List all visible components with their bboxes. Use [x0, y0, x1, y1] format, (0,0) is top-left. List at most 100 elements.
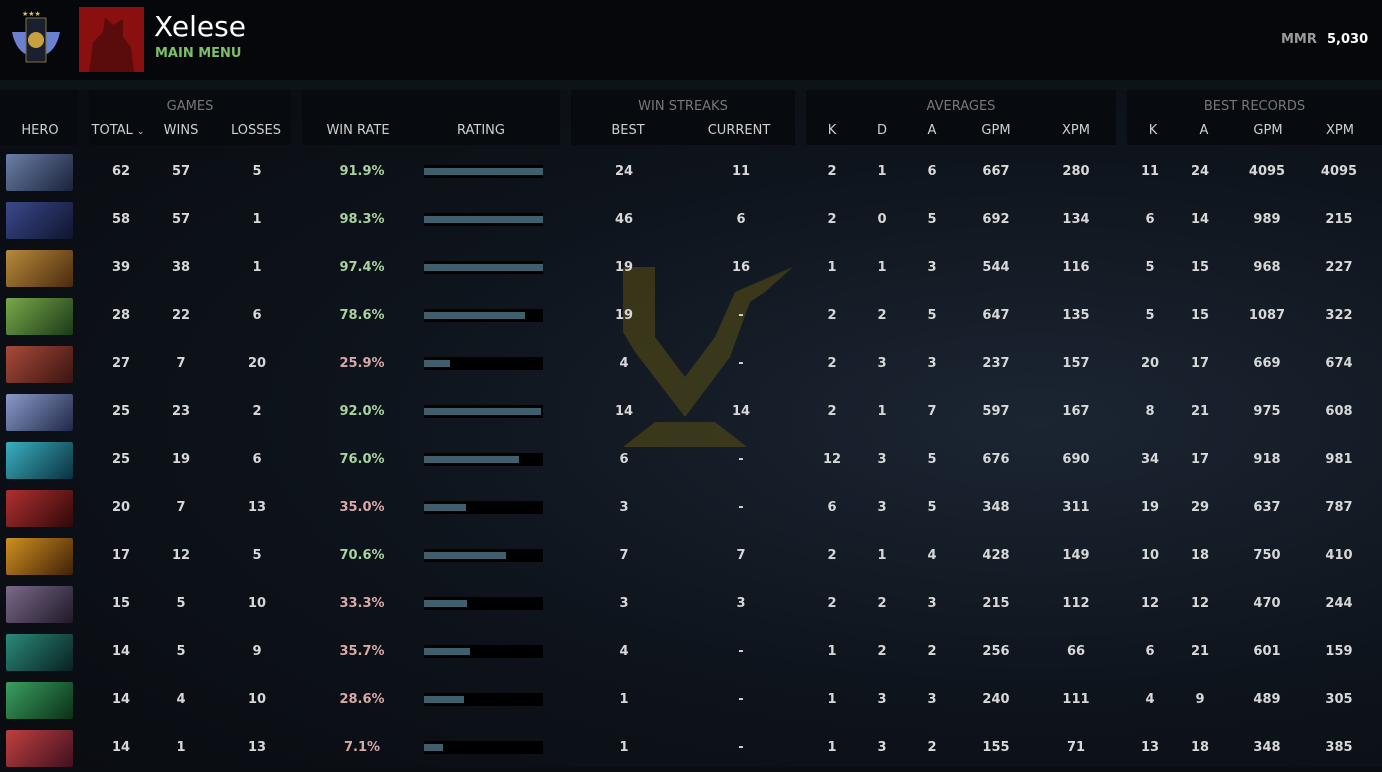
cell-bk: 34: [1140, 452, 1160, 467]
mmr-label: MMR: [1281, 32, 1317, 47]
col-avg-k[interactable]: K: [827, 123, 837, 138]
cell-ba: 21: [1190, 404, 1210, 419]
hero-portrait[interactable]: [6, 538, 73, 575]
cell-bgpm: 918: [1253, 452, 1281, 467]
averages-header-group: [806, 90, 1116, 145]
cell-total: 25: [111, 404, 131, 419]
cell-bgpm: 669: [1253, 356, 1281, 371]
rating-bar: [424, 501, 543, 514]
hero-portrait[interactable]: [6, 730, 73, 767]
cell-losses: 20: [247, 356, 267, 371]
col-rating[interactable]: RATING: [457, 123, 505, 138]
cell-total: 14: [111, 692, 131, 707]
cell-xpm: 157: [1062, 356, 1090, 371]
cell-losses: 6: [252, 452, 262, 467]
games-header-group: [89, 90, 291, 145]
cell-bxpm: 787: [1325, 500, 1353, 515]
cell-win-rate: 35.0%: [339, 500, 385, 515]
hero-portrait[interactable]: [6, 682, 73, 719]
col-hero[interactable]: HERO: [21, 123, 59, 138]
cell-xpm: 71: [1066, 740, 1086, 755]
cell-total: 15: [111, 596, 131, 611]
table-row[interactable]: 14 1 13 7.1% 1-1 3 2 155 71 13 18 348 385: [0, 724, 1382, 772]
hero-header-group: [0, 90, 78, 145]
hero-portrait[interactable]: [6, 250, 73, 287]
table-row[interactable]: 17 12 5 70.6% 7 7 2 1 4 428 149 10 18 750 410: [0, 532, 1382, 580]
rating-bar-fill: [424, 504, 466, 511]
col-best-k[interactable]: K: [1148, 123, 1158, 138]
rating-bar-fill: [424, 648, 471, 655]
rating-bar-fill: [424, 552, 507, 559]
col-avg-xpm[interactable]: XPM: [1062, 123, 1090, 138]
table-row[interactable]: 39 38 1 97.4% 19 16 1 1 3 544 116 5 15 968 227: [0, 244, 1382, 292]
rating-bar-fill: [424, 168, 543, 175]
hero-portrait[interactable]: [6, 634, 73, 671]
cell-d: 3: [877, 740, 887, 755]
avatar[interactable]: [79, 7, 144, 72]
cell-wins: 4: [176, 692, 186, 707]
table-row[interactable]: 14 4 10 28.6% 1 - 1 3 3 240 111 4 9 489 305: [0, 676, 1382, 724]
cell-ba: 17: [1190, 452, 1210, 467]
table-row[interactable]: 20 7 13 35.0% 3 - 6 3 5 348 311 19 29 637 787: [0, 484, 1382, 532]
cell-win-rate: 70.6%: [339, 548, 385, 563]
cell-k: 1: [827, 260, 837, 275]
table-row[interactable]: 58 57 1 98.3% 46 6 2 0 5 692 134 6 14 989 215: [0, 196, 1382, 244]
cell-gpm: 155: [982, 740, 1010, 755]
player-name: Xelese: [154, 10, 246, 43]
cell-gpm: 237: [982, 356, 1010, 371]
hero-portrait[interactable]: [6, 298, 73, 335]
cell-k: 2: [827, 308, 837, 323]
hero-portrait[interactable]: [6, 442, 73, 479]
table-row[interactable]: 27 7 20 25.9% 4 - 2 3 3 237 157 20 17 669 674: [0, 340, 1382, 388]
table-row[interactable]: 25 19 6 76.0% 6 - 12 3 5 676 690 34 17 918 981: [0, 436, 1382, 484]
table-row[interactable]: 62 57 5 91.9% 24 11 2 1 6 667 280 11 24 4095 4095: [0, 148, 1382, 196]
cell-win-rate: 7.1%: [343, 740, 381, 755]
rating-bar-fill: [424, 600, 467, 607]
cell-current: -: [738, 644, 744, 659]
cell-bk: 20: [1140, 356, 1160, 371]
hero-portrait[interactable]: [6, 154, 73, 191]
cell-wins: 7: [176, 500, 186, 515]
hero-portrait[interactable]: [6, 490, 73, 527]
col-best-xpm[interactable]: XPM: [1326, 123, 1354, 138]
main-menu-link[interactable]: MAIN MENU: [155, 46, 242, 61]
cell-win-rate: 92.0%: [339, 404, 385, 419]
cell-gpm: 256: [982, 644, 1010, 659]
cell-wins: 57: [171, 164, 191, 179]
col-avg-d[interactable]: D: [876, 123, 888, 138]
cell-total: 20: [111, 500, 131, 515]
col-current-streak[interactable]: CURRENT: [707, 123, 771, 138]
table-row[interactable]: 25 23 2 92.0% 14 14 2 1 7 597 167 8 21 975 608: [0, 388, 1382, 436]
col-wins[interactable]: WINS: [163, 123, 199, 138]
cell-current: -: [738, 452, 744, 467]
col-best-gpm[interactable]: GPM: [1253, 123, 1283, 138]
cell-bk: 12: [1140, 596, 1160, 611]
table-row[interactable]: 28 22 6 78.6% 19-2 2 5 647 135 5 15 1087 322: [0, 292, 1382, 340]
cell-bk: 11: [1140, 164, 1160, 179]
col-total[interactable]: TOTAL ⌄: [92, 123, 145, 138]
cell-current: 7: [736, 548, 746, 563]
col-win-rate[interactable]: WIN RATE: [326, 123, 390, 138]
hero-portrait[interactable]: [6, 586, 73, 623]
cell-bgpm: 1087: [1248, 308, 1286, 323]
cell-gpm: 215: [982, 596, 1010, 611]
hero-portrait[interactable]: [6, 346, 73, 383]
cell-gpm: 240: [982, 692, 1010, 707]
cell-bxpm: 322: [1325, 308, 1353, 323]
col-avg-a[interactable]: A: [927, 123, 937, 138]
logo-watermark-icon: [623, 267, 793, 447]
cell-bxpm: 159: [1325, 644, 1353, 659]
cell-bk: 4: [1145, 692, 1155, 707]
cell-current: 16: [731, 260, 751, 275]
cell-a: 5: [927, 452, 937, 467]
hero-portrait[interactable]: [6, 394, 73, 431]
cell-d: 1: [877, 260, 887, 275]
col-avg-gpm[interactable]: GPM: [981, 123, 1011, 138]
table-row[interactable]: 14 5 9 35.7% 4-1 2 2 256 66 6 21 601 159: [0, 628, 1382, 676]
cell-a: 3: [927, 260, 937, 275]
col-best-a[interactable]: A: [1199, 123, 1209, 138]
hero-portrait[interactable]: [6, 202, 73, 239]
col-best-streak[interactable]: BEST: [611, 123, 645, 138]
col-losses[interactable]: LOSSES: [231, 123, 281, 138]
table-row[interactable]: 15 5 10 33.3% 3 3 2 2 3 215 112 12 12 470 244: [0, 580, 1382, 628]
